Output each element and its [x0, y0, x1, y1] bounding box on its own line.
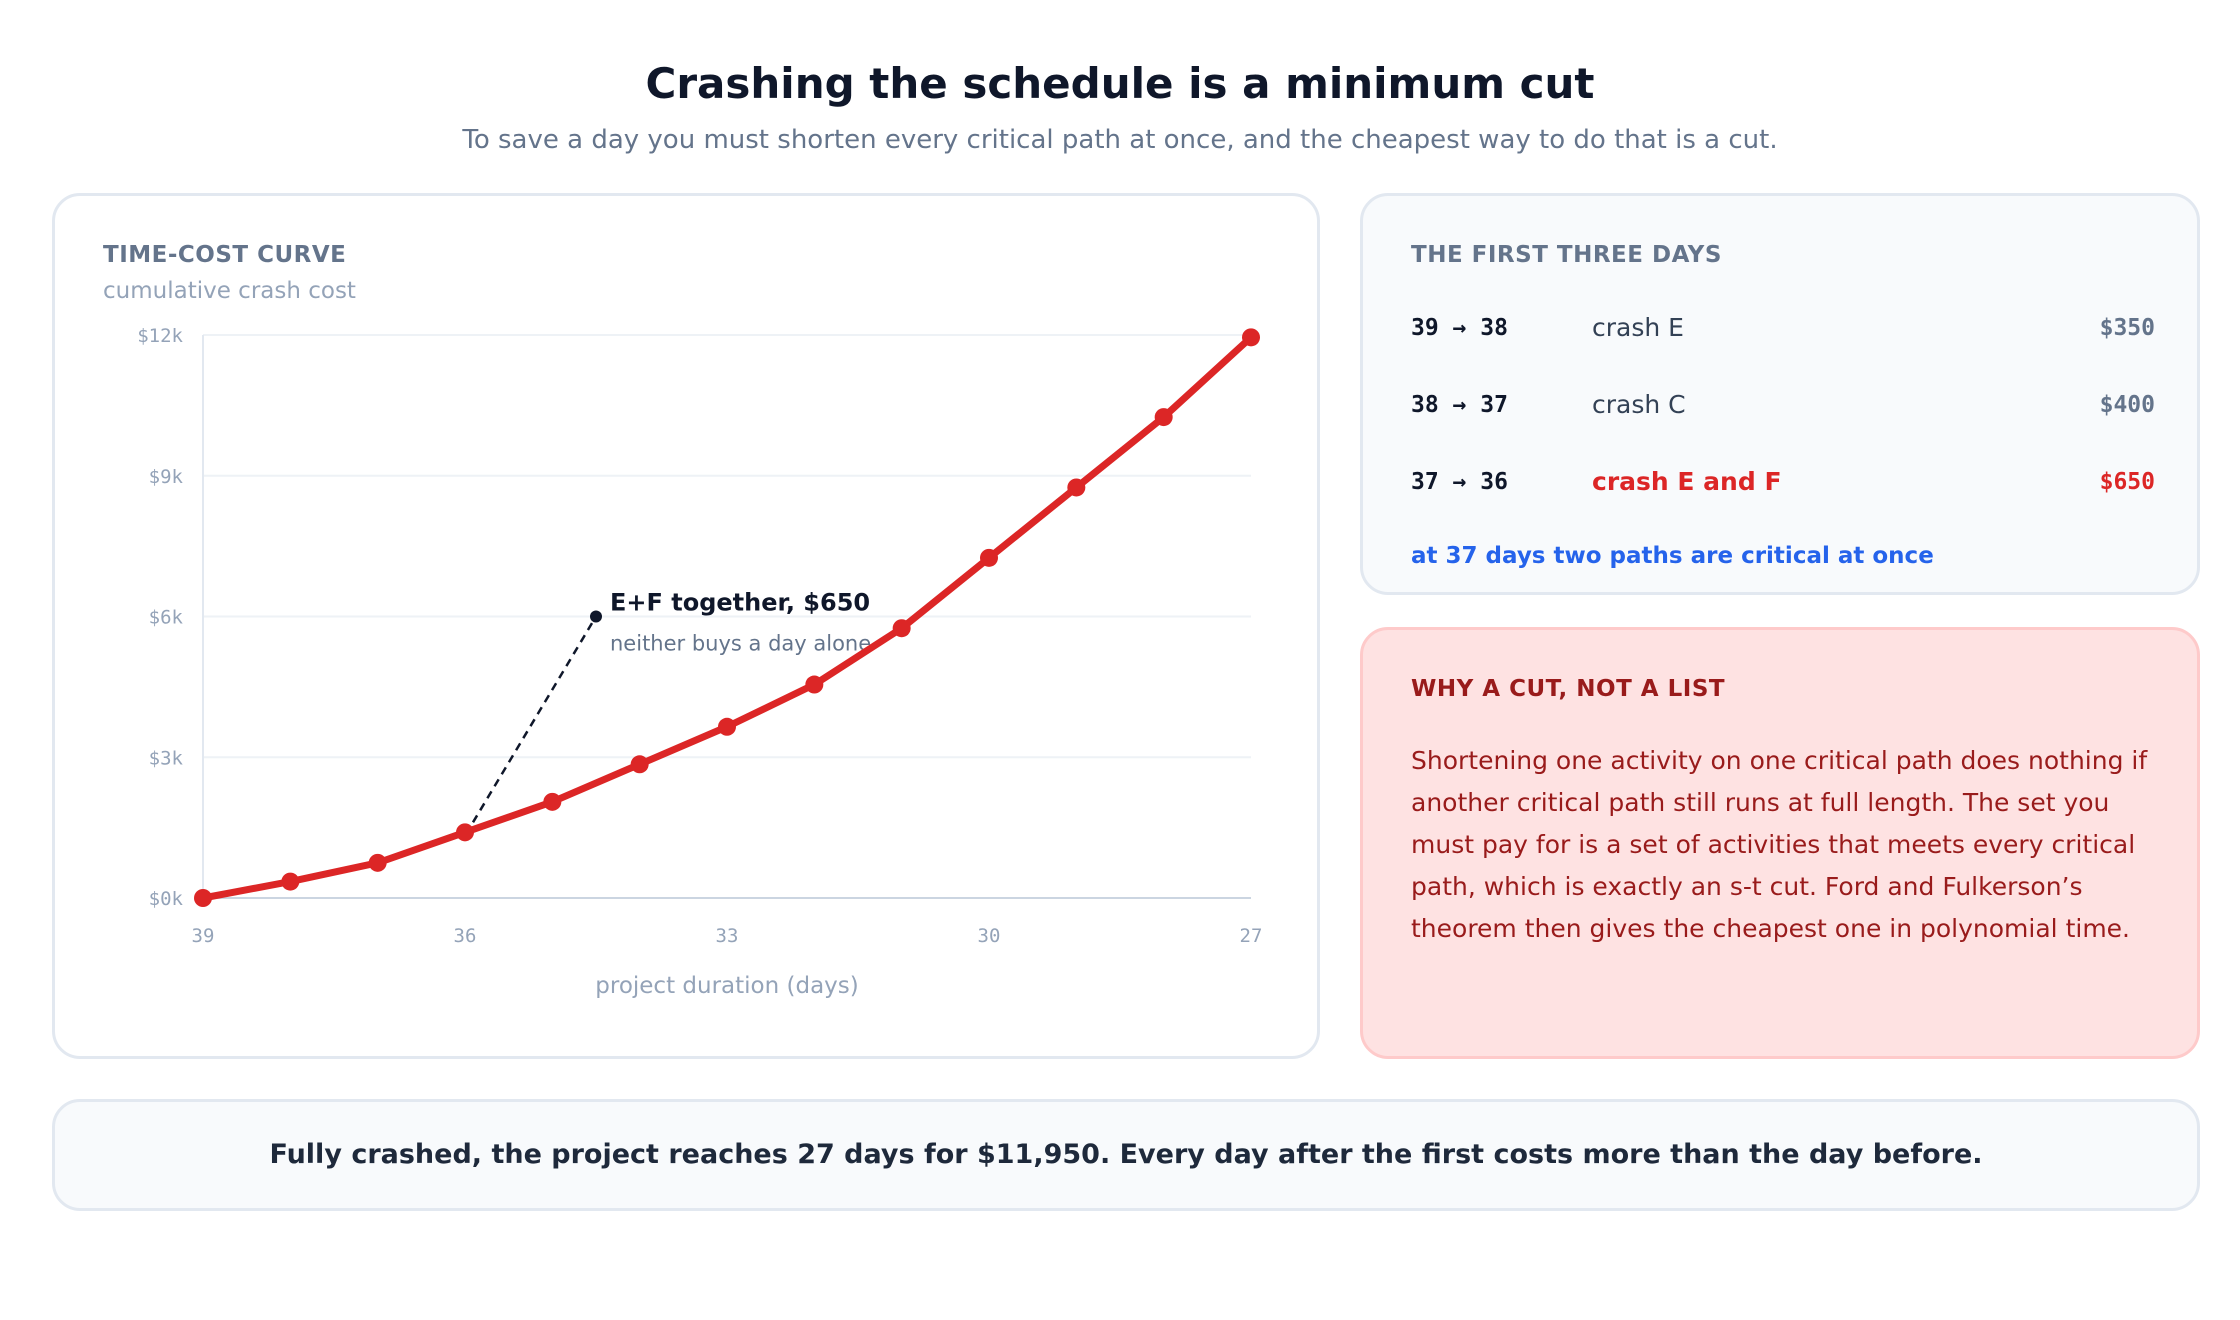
data-point — [281, 872, 300, 891]
x-tick-label: 27 — [1240, 925, 1263, 947]
day-cost: $650 — [2099, 469, 2155, 495]
data-point — [1154, 408, 1173, 427]
data-point — [368, 853, 387, 872]
why-a-cut-card: WHY A CUT, NOT A LIST Shortening one act… — [1360, 627, 2200, 1059]
annotation-marker — [590, 610, 602, 623]
chart-card: TIME-COST CURVE cumulative crash cost $0… — [52, 193, 1320, 1059]
series-line — [199, 333, 1255, 902]
y-tick-label: $9k — [149, 466, 184, 488]
data-point — [805, 675, 824, 694]
day-action: crash C — [1592, 390, 1686, 419]
why-card-body: Shortening one activity on one critical … — [1411, 746, 2148, 943]
data-point — [543, 792, 562, 811]
days-card-label: THE FIRST THREE DAYS — [1411, 242, 1722, 268]
data-point — [892, 619, 911, 638]
x-tick-label: 30 — [978, 925, 1001, 947]
grid-layer — [202, 334, 1251, 899]
page-subtitle: To save a day you must shorten every cri… — [462, 125, 1778, 155]
tick-layer: $0k $3k $6k $9k $12k 39 36 33 30 27 — [137, 325, 1262, 947]
x-tick-label: 36 — [454, 925, 477, 947]
data-point — [194, 889, 212, 907]
y-tick-label: $0k — [149, 888, 184, 910]
data-point — [1067, 478, 1086, 497]
data-point — [980, 548, 998, 567]
y-tick-label: $3k — [149, 747, 184, 769]
day-row-highlighted: 37 → 36 crash E and F $650 — [1411, 462, 2155, 502]
day-row: 38 → 37 crash C $400 — [1411, 385, 2155, 425]
day-range: 37 → 36 — [1411, 469, 1508, 495]
day-row: 39 → 38 crash E $350 — [1411, 308, 2155, 348]
annotation-title: E+F together, $650 — [610, 589, 870, 617]
time-cost-chart: $0k $3k $6k $9k $12k 39 36 33 30 27 E+F together,… — [137, 325, 1262, 999]
y-tick-label: $6k — [149, 607, 184, 629]
data-point — [718, 717, 736, 736]
day-action: crash E and F — [1592, 467, 1782, 496]
data-point — [456, 823, 474, 842]
footer-card: Fully crashed, the project reaches 27 da… — [52, 1099, 2200, 1211]
footer-text: Fully crashed, the project reaches 27 da… — [269, 1139, 1983, 1170]
point-layer — [194, 328, 1260, 907]
y-tick-label: $12k — [137, 325, 183, 347]
header: Crashing the schedule is a minimum cut T… — [0, 52, 2240, 160]
page-title: Crashing the schedule is a minimum cut — [645, 59, 1595, 108]
days-note: at 37 days two paths are critical at onc… — [1411, 543, 1934, 569]
x-tick-label: 39 — [192, 925, 215, 947]
why-card-label: WHY A CUT, NOT A LIST — [1411, 676, 1726, 702]
day-range: 39 → 38 — [1411, 315, 1508, 341]
annotation-leader-line — [471, 615, 598, 823]
chart-card-sublabel: cumulative crash cost — [103, 278, 356, 304]
day-cost: $400 — [2099, 392, 2155, 418]
data-point — [630, 755, 649, 774]
x-axis-title: project duration (days) — [595, 973, 858, 999]
day-range: 38 → 37 — [1411, 392, 1508, 418]
first-three-days-card: THE FIRST THREE DAYS 39 → 38 crash E $35… — [1360, 193, 2200, 595]
day-cost: $350 — [2099, 315, 2155, 341]
series-layer — [199, 333, 1255, 902]
day-action: crash E — [1592, 313, 1684, 342]
chart-card-label: TIME-COST CURVE — [103, 242, 347, 268]
x-tick-label: 33 — [716, 925, 739, 947]
annotation-text: neither buys a day alone — [610, 632, 871, 656]
annotation-layer: E+F together, $650 neither buys a day alo… — [471, 589, 871, 823]
data-point — [1242, 328, 1260, 347]
